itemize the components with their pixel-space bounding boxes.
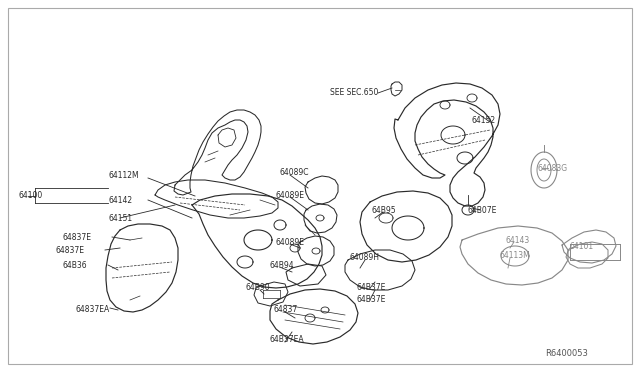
Text: 64113M: 64113M bbox=[500, 251, 531, 260]
Text: 64837E: 64837E bbox=[62, 232, 91, 241]
Text: 64837: 64837 bbox=[274, 305, 298, 314]
Text: 64152: 64152 bbox=[472, 115, 496, 125]
Text: 64089E: 64089E bbox=[276, 237, 305, 247]
Text: 64B94: 64B94 bbox=[270, 260, 294, 269]
Text: SEE SEC.650: SEE SEC.650 bbox=[330, 87, 378, 96]
Text: 64B37E: 64B37E bbox=[357, 283, 387, 292]
Text: 64B07E: 64B07E bbox=[468, 205, 497, 215]
Text: 64089E: 64089E bbox=[276, 190, 305, 199]
Text: 64100: 64100 bbox=[18, 190, 42, 199]
Text: 64089C: 64089C bbox=[280, 167, 310, 176]
Text: 64142: 64142 bbox=[108, 196, 132, 205]
Text: 64112M: 64112M bbox=[108, 170, 139, 180]
Text: 64143: 64143 bbox=[506, 235, 531, 244]
Text: 64B36: 64B36 bbox=[62, 260, 86, 269]
Text: 64089H: 64089H bbox=[350, 253, 380, 263]
Text: 64837EA: 64837EA bbox=[75, 305, 109, 314]
Text: 64B95: 64B95 bbox=[372, 205, 397, 215]
Text: 64837E: 64837E bbox=[55, 246, 84, 254]
Text: 64B37E: 64B37E bbox=[357, 295, 387, 305]
Text: 64B37EA: 64B37EA bbox=[270, 336, 305, 344]
Text: R6400053: R6400053 bbox=[545, 350, 588, 359]
Text: 64B90: 64B90 bbox=[246, 283, 271, 292]
Text: 64083G: 64083G bbox=[538, 164, 568, 173]
Text: 64151: 64151 bbox=[108, 214, 132, 222]
Text: 64101: 64101 bbox=[570, 241, 594, 250]
